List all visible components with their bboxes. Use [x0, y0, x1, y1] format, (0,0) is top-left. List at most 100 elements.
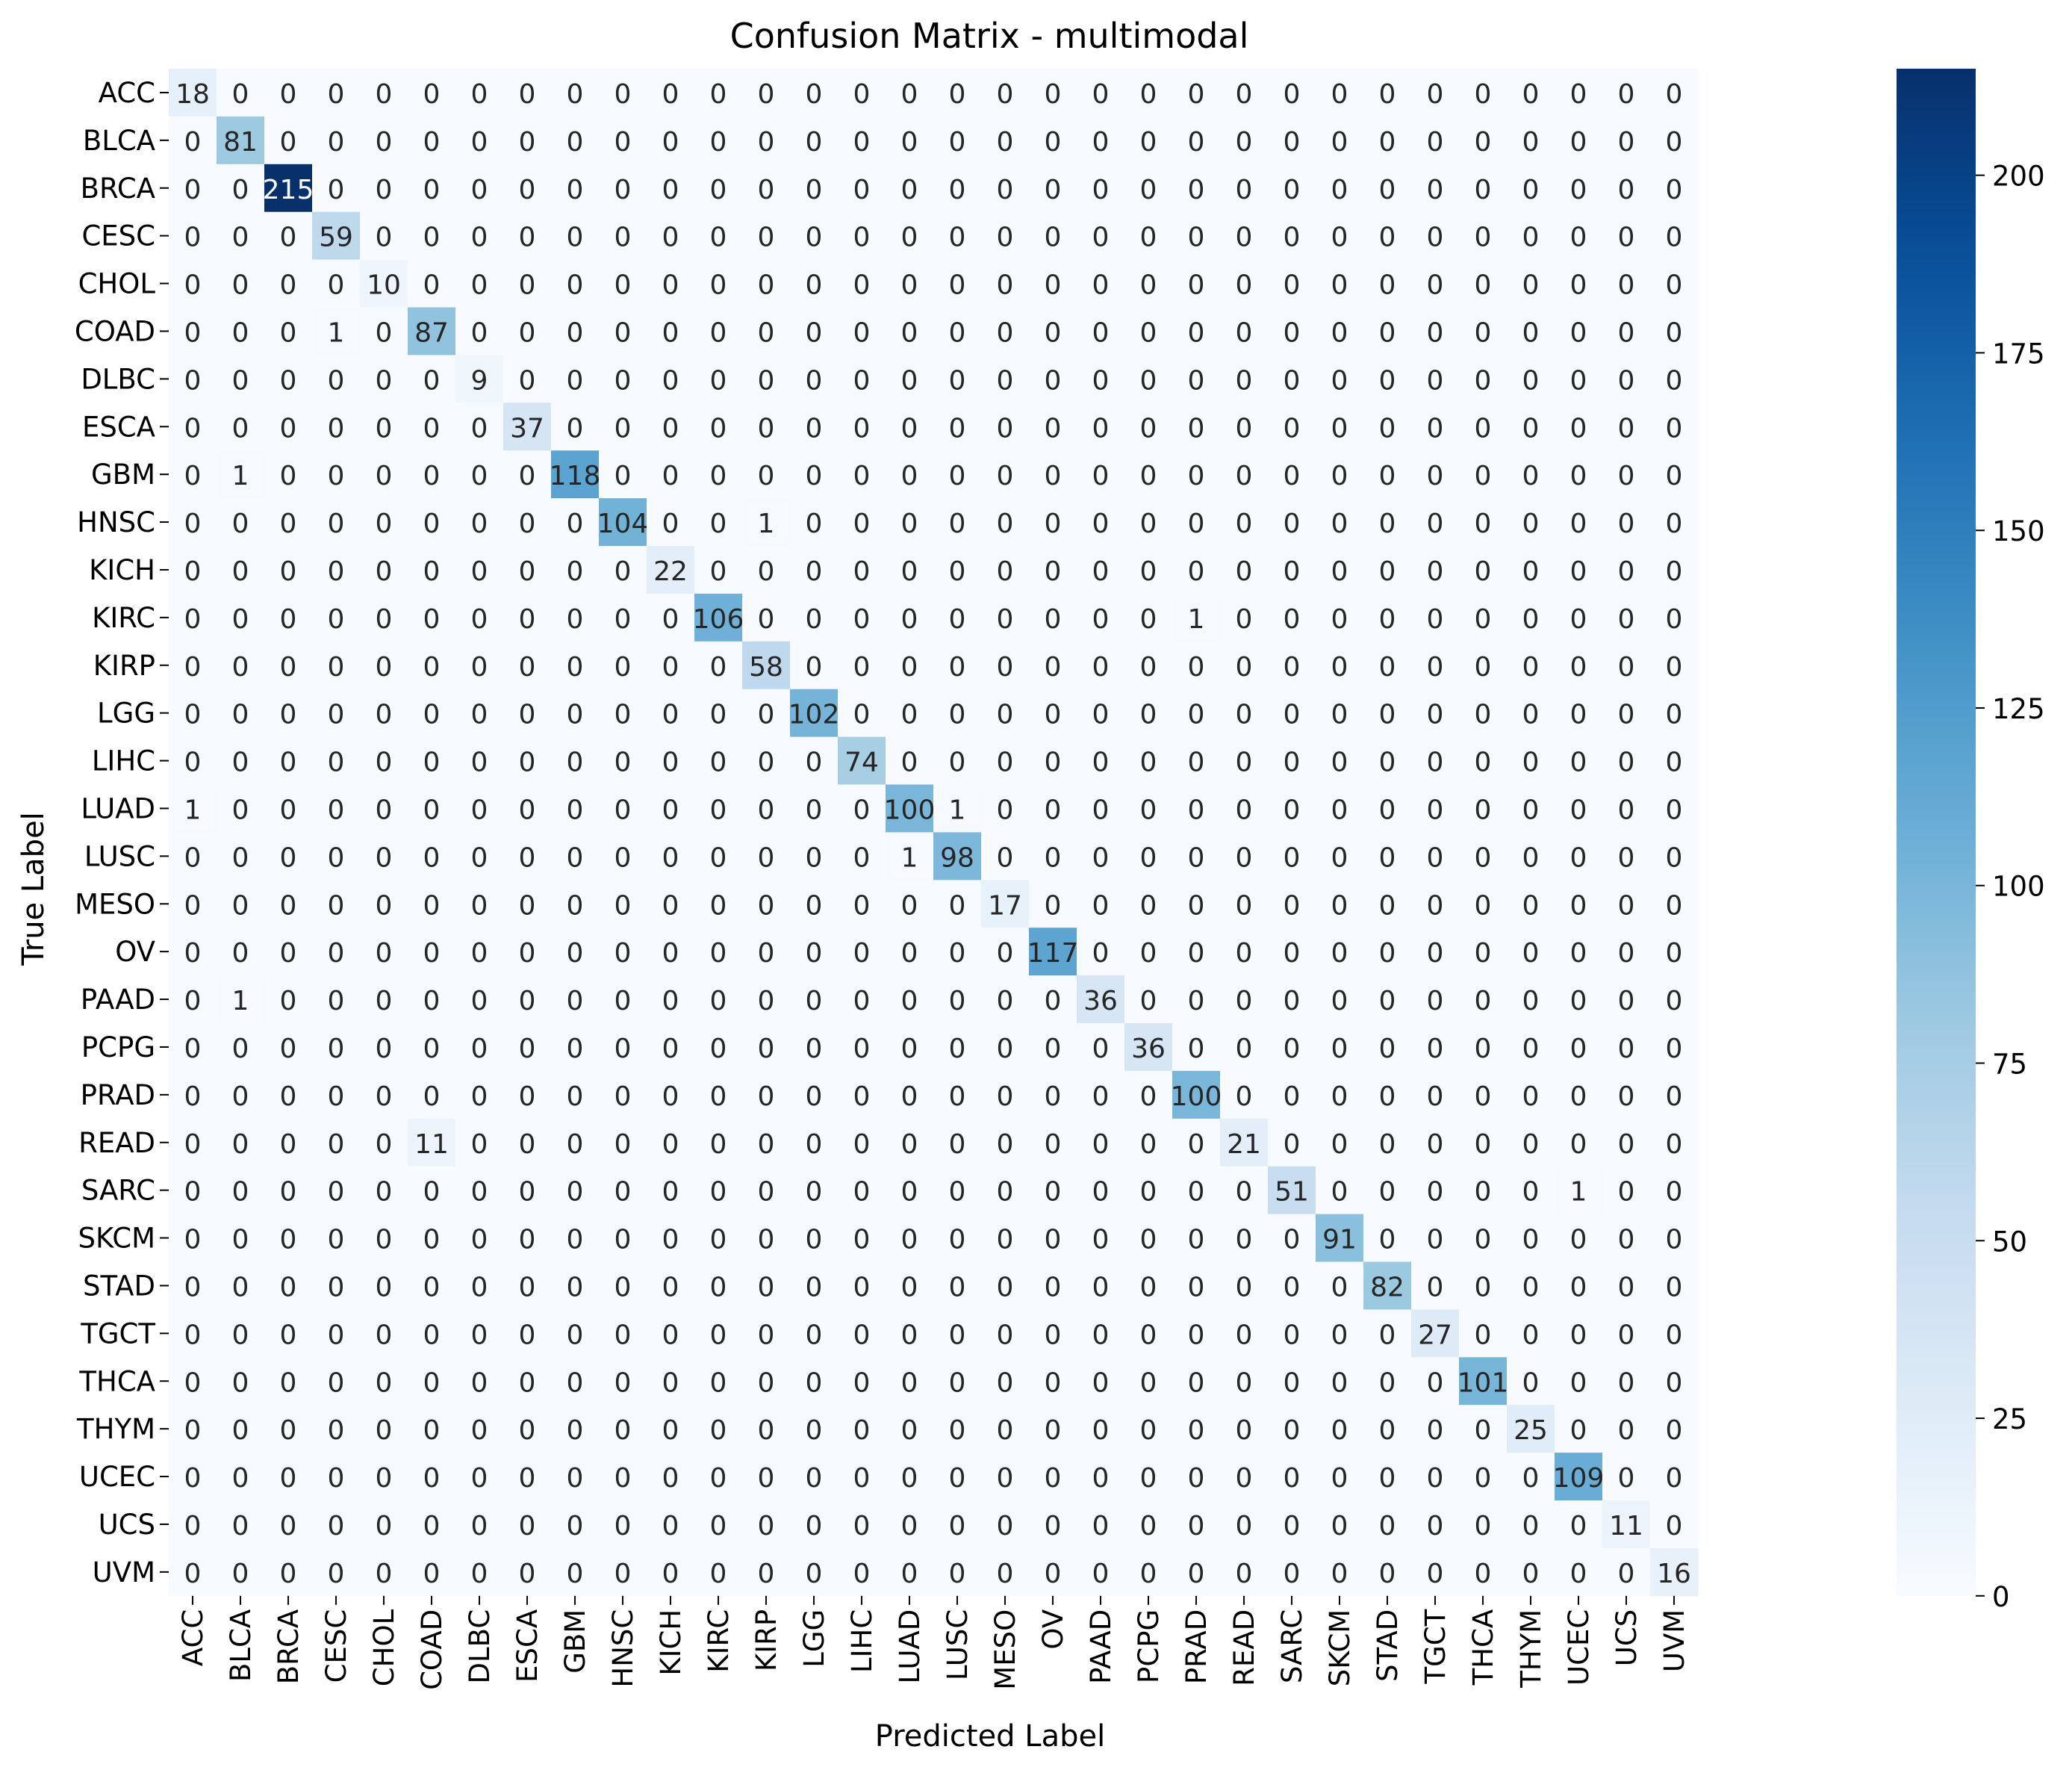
cell-value-label: 0 [997, 1367, 1014, 1398]
cell-value-label: 0 [1140, 842, 1157, 873]
cell-value-label: 0 [184, 1367, 202, 1398]
cell-value-label: 0 [1522, 1034, 1540, 1064]
cell-value-label: 0 [1522, 842, 1540, 873]
heatmap-cell [790, 355, 839, 403]
heatmap-cell [1363, 1118, 1412, 1167]
heatmap-cell [886, 211, 934, 261]
heatmap-cell [360, 116, 408, 165]
heatmap-cell [1602, 1070, 1651, 1120]
heatmap-cell [742, 1070, 791, 1120]
cell-value-label: 0 [758, 938, 775, 969]
heatmap-cell [312, 403, 361, 451]
cell-value-label: 0 [1379, 938, 1396, 969]
heatmap-cell [886, 69, 934, 117]
cell-value-label: 0 [1475, 509, 1492, 539]
heatmap-cell [312, 1357, 361, 1406]
heatmap-cell [1507, 1070, 1555, 1120]
cell-value-label: 0 [1618, 748, 1635, 778]
heatmap-cell [1316, 211, 1364, 261]
heatmap-cell [455, 259, 504, 308]
cell-value-label: 0 [232, 795, 249, 825]
heatmap-cell [360, 1118, 408, 1167]
cell-value-label: 0 [1092, 700, 1110, 730]
x-tick-label: LUAD [894, 1609, 926, 1684]
heatmap-cell [1459, 355, 1508, 403]
cell-value-label: 106 [693, 604, 744, 635]
cell-value-label: 0 [853, 842, 871, 873]
heatmap-cell [264, 784, 313, 833]
cell-value-label: 0 [423, 556, 441, 587]
heatmap-cell [169, 211, 217, 261]
colorbar-tick-label: 150 [1992, 515, 2045, 547]
heatmap-cell [1459, 832, 1508, 881]
heatmap-cell [408, 307, 456, 355]
cell-value-label: 0 [232, 365, 249, 396]
cell-value-label: 0 [615, 1129, 632, 1160]
cell-value-label: 0 [1522, 556, 1540, 587]
heatmap-cell [790, 69, 839, 117]
heatmap-cell [217, 641, 265, 690]
cell-value-label: 0 [1236, 1081, 1253, 1112]
cell-value-label: 0 [1045, 223, 1062, 253]
cell-value-label: 0 [710, 652, 727, 683]
heatmap-cell [933, 689, 982, 738]
cell-value-label: 0 [328, 1225, 345, 1255]
cell-value-label: 0 [710, 1367, 727, 1398]
heatmap-cell [886, 450, 934, 499]
cell-value-label: 0 [615, 1272, 632, 1302]
cell-value-label: 0 [1522, 1320, 1540, 1350]
cell-value-label: 59 [319, 223, 353, 253]
cell-value-label: 0 [1236, 1559, 1253, 1589]
cell-value-label: 0 [949, 890, 966, 921]
heatmap-cell [1555, 641, 1603, 690]
heatmap-cell [1029, 450, 1077, 499]
heatmap-cell [1459, 1023, 1508, 1072]
heatmap-cell [1268, 1309, 1316, 1358]
cell-value-label: 0 [758, 1272, 775, 1302]
heatmap-cell [408, 1214, 456, 1263]
cell-value-label: 0 [376, 223, 393, 253]
heatmap-cell [312, 1214, 361, 1263]
cell-value-label: 0 [1188, 317, 1205, 348]
cell-value-label: 0 [471, 509, 488, 539]
cell-value-label: 0 [1618, 223, 1635, 253]
heatmap-cell [503, 736, 552, 786]
cell-value-label: 0 [997, 604, 1014, 635]
heatmap-cell [360, 736, 408, 786]
heatmap-cell [838, 450, 886, 499]
cell-value-label: 0 [662, 1559, 679, 1589]
heatmap-cell [742, 1309, 791, 1358]
cell-value-label: 0 [232, 509, 249, 539]
heatmap-cell [1650, 784, 1699, 833]
heatmap-cell [981, 546, 1030, 594]
cell-value-label: 0 [376, 1463, 393, 1494]
heatmap-cell [838, 69, 886, 117]
heatmap-cell [1459, 1261, 1508, 1310]
y-tick-label: LUAD [81, 792, 155, 825]
heatmap-cell [1507, 450, 1555, 499]
heatmap-cell [169, 832, 217, 881]
heatmap-cell [1220, 1214, 1269, 1263]
cell-value-label: 0 [1092, 79, 1110, 110]
heatmap-cell [1602, 1405, 1651, 1453]
heatmap-cell [1029, 211, 1077, 261]
heatmap-cell [1602, 69, 1651, 117]
cell-value-label: 0 [1331, 509, 1348, 539]
heatmap-cell [1363, 498, 1412, 547]
heatmap-cell [838, 1357, 886, 1406]
cell-value-label: 0 [1475, 127, 1492, 158]
cell-value-label: 0 [280, 461, 297, 491]
cell-value-label: 0 [328, 652, 345, 683]
heatmap-cell [933, 1118, 982, 1167]
cell-value-label: 0 [567, 1511, 584, 1541]
heatmap-cell [1268, 1500, 1316, 1549]
heatmap-cell [933, 641, 982, 690]
heatmap-cell [1316, 1357, 1364, 1406]
heatmap-cell [838, 355, 886, 403]
heatmap-cell [886, 1118, 934, 1167]
cell-value-label: 0 [328, 1415, 345, 1446]
heatmap-cell [455, 498, 504, 547]
heatmap-cell [1316, 164, 1364, 213]
heatmap-cell [933, 1166, 982, 1215]
heatmap-cell [694, 736, 743, 786]
